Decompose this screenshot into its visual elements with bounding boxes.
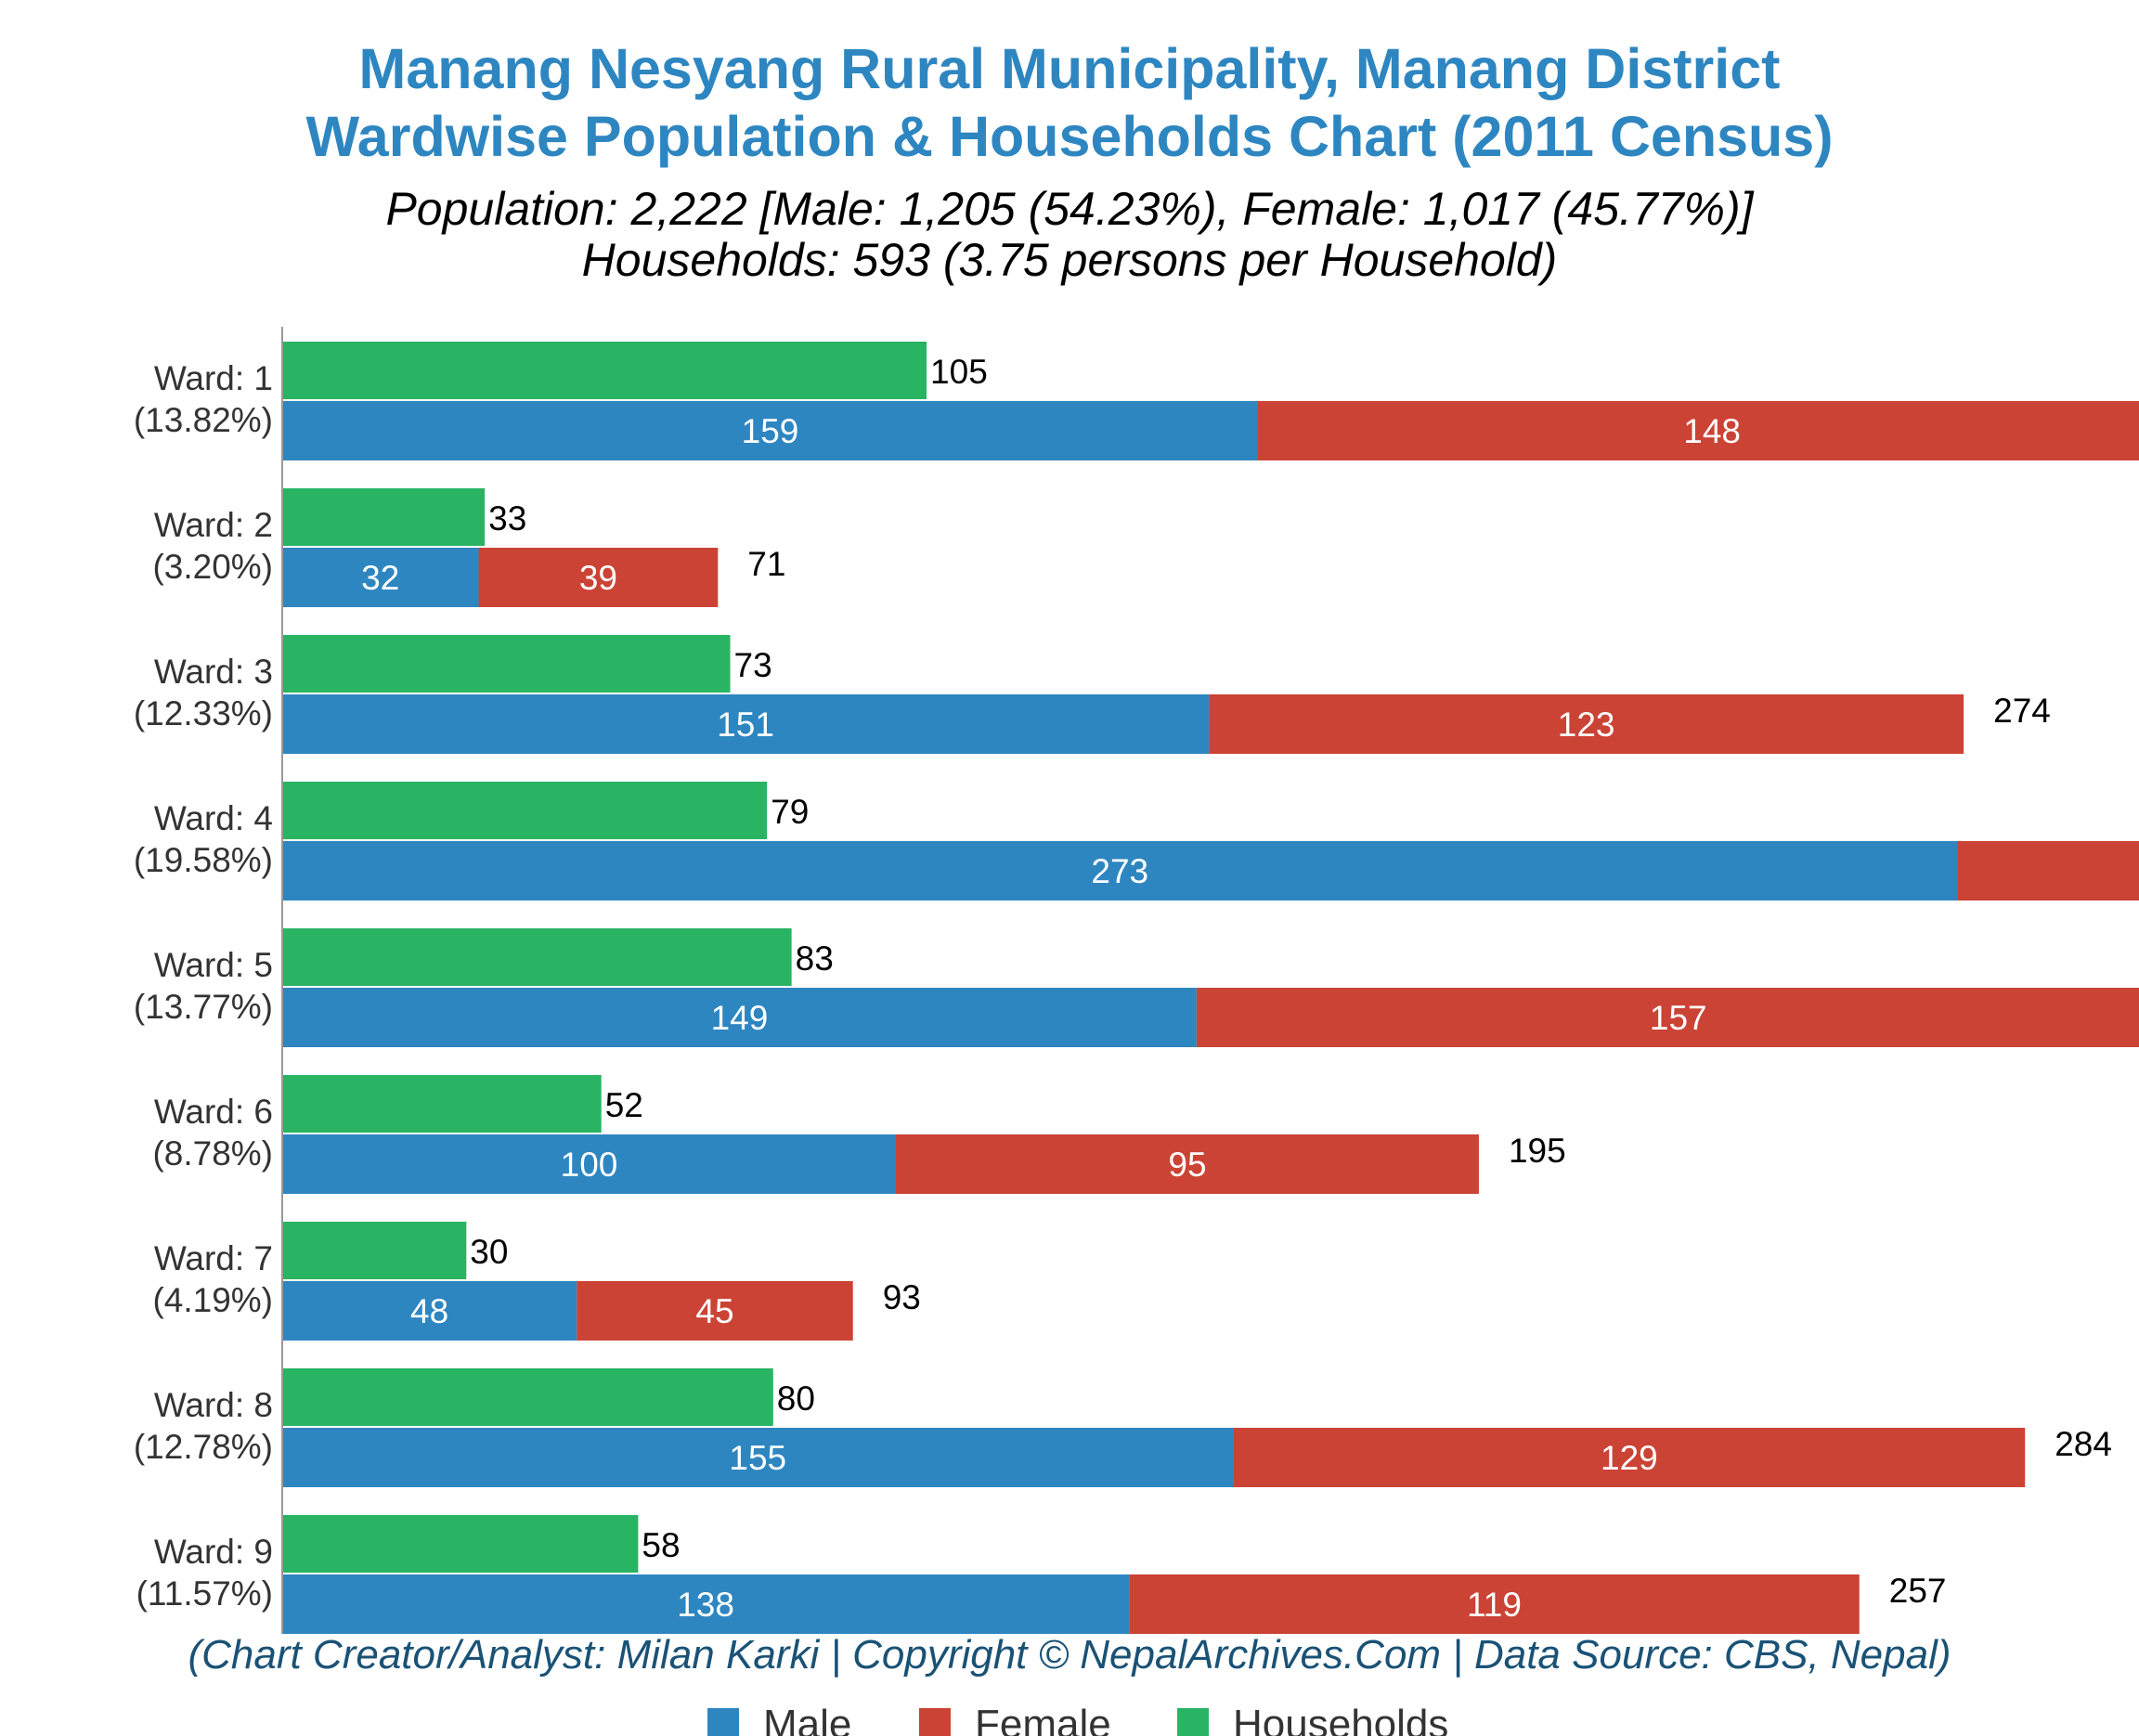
male-value-label: 159 bbox=[742, 412, 799, 450]
male-value-label: 32 bbox=[361, 559, 399, 597]
legend: Male Female Households bbox=[707, 1702, 1448, 1736]
total-value-label: 257 bbox=[1889, 1572, 1947, 1610]
female-bar bbox=[1957, 841, 2139, 900]
female-value-label: 148 bbox=[1683, 412, 1741, 450]
households-bar bbox=[282, 1222, 467, 1279]
female-bar bbox=[1209, 694, 1964, 754]
ward-label: Ward: 6 bbox=[154, 1093, 273, 1131]
households-bar bbox=[282, 1368, 773, 1426]
ward-percent-label: (19.58%) bbox=[134, 841, 273, 879]
legend-label-households: Households bbox=[1233, 1702, 1448, 1736]
ward-label: Ward: 4 bbox=[154, 799, 273, 837]
male-bar bbox=[282, 1134, 896, 1194]
female-value-label: 129 bbox=[1601, 1439, 1658, 1477]
total-value-label: 93 bbox=[883, 1278, 921, 1316]
ward-label: Ward: 3 bbox=[154, 653, 273, 691]
households-bar bbox=[282, 488, 486, 546]
male-bar bbox=[282, 694, 1210, 754]
legend-swatch-households bbox=[1177, 1708, 1209, 1736]
households-value-label: 58 bbox=[642, 1526, 680, 1564]
male-value-label: 273 bbox=[1091, 852, 1148, 890]
female-bar bbox=[1196, 988, 2139, 1047]
male-value-label: 151 bbox=[717, 706, 774, 744]
male-bar bbox=[282, 988, 1197, 1047]
total-value-label: 274 bbox=[1993, 692, 2051, 730]
households-bar bbox=[282, 342, 927, 399]
male-bar bbox=[282, 548, 479, 607]
male-bar bbox=[282, 1281, 577, 1341]
households-bar bbox=[282, 635, 731, 693]
female-value-label: 119 bbox=[1467, 1586, 1522, 1624]
chart-subtitle-line-2: Households: 593 (3.75 persons per Househ… bbox=[582, 234, 1558, 286]
female-bar bbox=[1129, 1574, 1860, 1634]
chart-subtitle-line-1: Population: 2,222 [Male: 1,205 (54.23%),… bbox=[385, 183, 1754, 235]
households-value-label: 73 bbox=[734, 646, 772, 684]
households-value-label: 83 bbox=[796, 939, 834, 978]
chart-title-line-2: Wardwise Population & Households Chart (… bbox=[305, 105, 1833, 168]
households-value-label: 30 bbox=[470, 1233, 508, 1271]
ward-percent-label: (4.19%) bbox=[152, 1281, 273, 1319]
households-value-label: 33 bbox=[488, 499, 526, 538]
ward-label: Ward: 7 bbox=[154, 1239, 273, 1277]
households-value-label: 80 bbox=[777, 1380, 815, 1418]
households-bar bbox=[282, 928, 792, 986]
male-value-label: 48 bbox=[410, 1292, 448, 1330]
male-value-label: 149 bbox=[711, 999, 769, 1037]
plot-area: 105159148307Ward: 1(13.82%)33323971Ward:… bbox=[134, 342, 2139, 1634]
legend-label-male: Male bbox=[763, 1702, 851, 1736]
ward-label: Ward: 2 bbox=[154, 506, 273, 544]
female-bar bbox=[577, 1281, 853, 1341]
ward-label: Ward: 5 bbox=[154, 946, 273, 984]
ward-percent-label: (12.33%) bbox=[134, 694, 273, 732]
female-bar bbox=[896, 1134, 1479, 1194]
male-bar bbox=[282, 1574, 1130, 1634]
male-value-label: 100 bbox=[561, 1146, 618, 1184]
households-bar bbox=[282, 1075, 602, 1133]
ward-label: Ward: 9 bbox=[154, 1533, 273, 1571]
households-value-label: 79 bbox=[771, 793, 809, 831]
male-bar bbox=[282, 1428, 1234, 1487]
female-value-label: 39 bbox=[579, 559, 617, 597]
legend-swatch-female bbox=[919, 1708, 951, 1736]
female-bar bbox=[1233, 1428, 2026, 1487]
ward-label: Ward: 8 bbox=[154, 1386, 273, 1424]
female-bar bbox=[478, 548, 719, 607]
female-value-label: 95 bbox=[1168, 1146, 1206, 1184]
ward-percent-label: (3.20%) bbox=[152, 548, 273, 586]
legend-swatch-male bbox=[707, 1708, 739, 1736]
total-value-label: 195 bbox=[1509, 1132, 1566, 1170]
total-value-label: 284 bbox=[2055, 1425, 2112, 1463]
male-value-label: 155 bbox=[729, 1439, 786, 1477]
legend-label-female: Female bbox=[975, 1702, 1111, 1736]
chart-title-line-1: Manang Nesyang Rural Municipality, Manan… bbox=[359, 37, 1781, 100]
male-bar bbox=[282, 401, 1258, 460]
ward-percent-label: (8.78%) bbox=[152, 1134, 273, 1172]
female-value-label: 45 bbox=[695, 1292, 733, 1330]
chart-credit: (Chart Creator/Analyst: Milan Karki | Co… bbox=[188, 1632, 1951, 1678]
ward-percent-label: (13.77%) bbox=[134, 988, 273, 1026]
male-bar bbox=[282, 841, 1958, 900]
female-value-label: 123 bbox=[1558, 706, 1615, 744]
ward-percent-label: (12.78%) bbox=[134, 1428, 273, 1466]
female-value-label: 157 bbox=[1650, 999, 1707, 1037]
households-bar bbox=[282, 782, 768, 839]
ward-percent-label: (11.57%) bbox=[136, 1574, 273, 1613]
households-value-label: 52 bbox=[605, 1086, 643, 1124]
female-bar bbox=[1257, 401, 2139, 460]
total-value-label: 71 bbox=[747, 545, 785, 583]
households-value-label: 105 bbox=[930, 353, 988, 391]
ward-percent-label: (13.82%) bbox=[134, 401, 273, 439]
households-bar bbox=[282, 1515, 639, 1573]
ward-label: Ward: 1 bbox=[154, 359, 273, 397]
male-value-label: 138 bbox=[677, 1586, 734, 1624]
